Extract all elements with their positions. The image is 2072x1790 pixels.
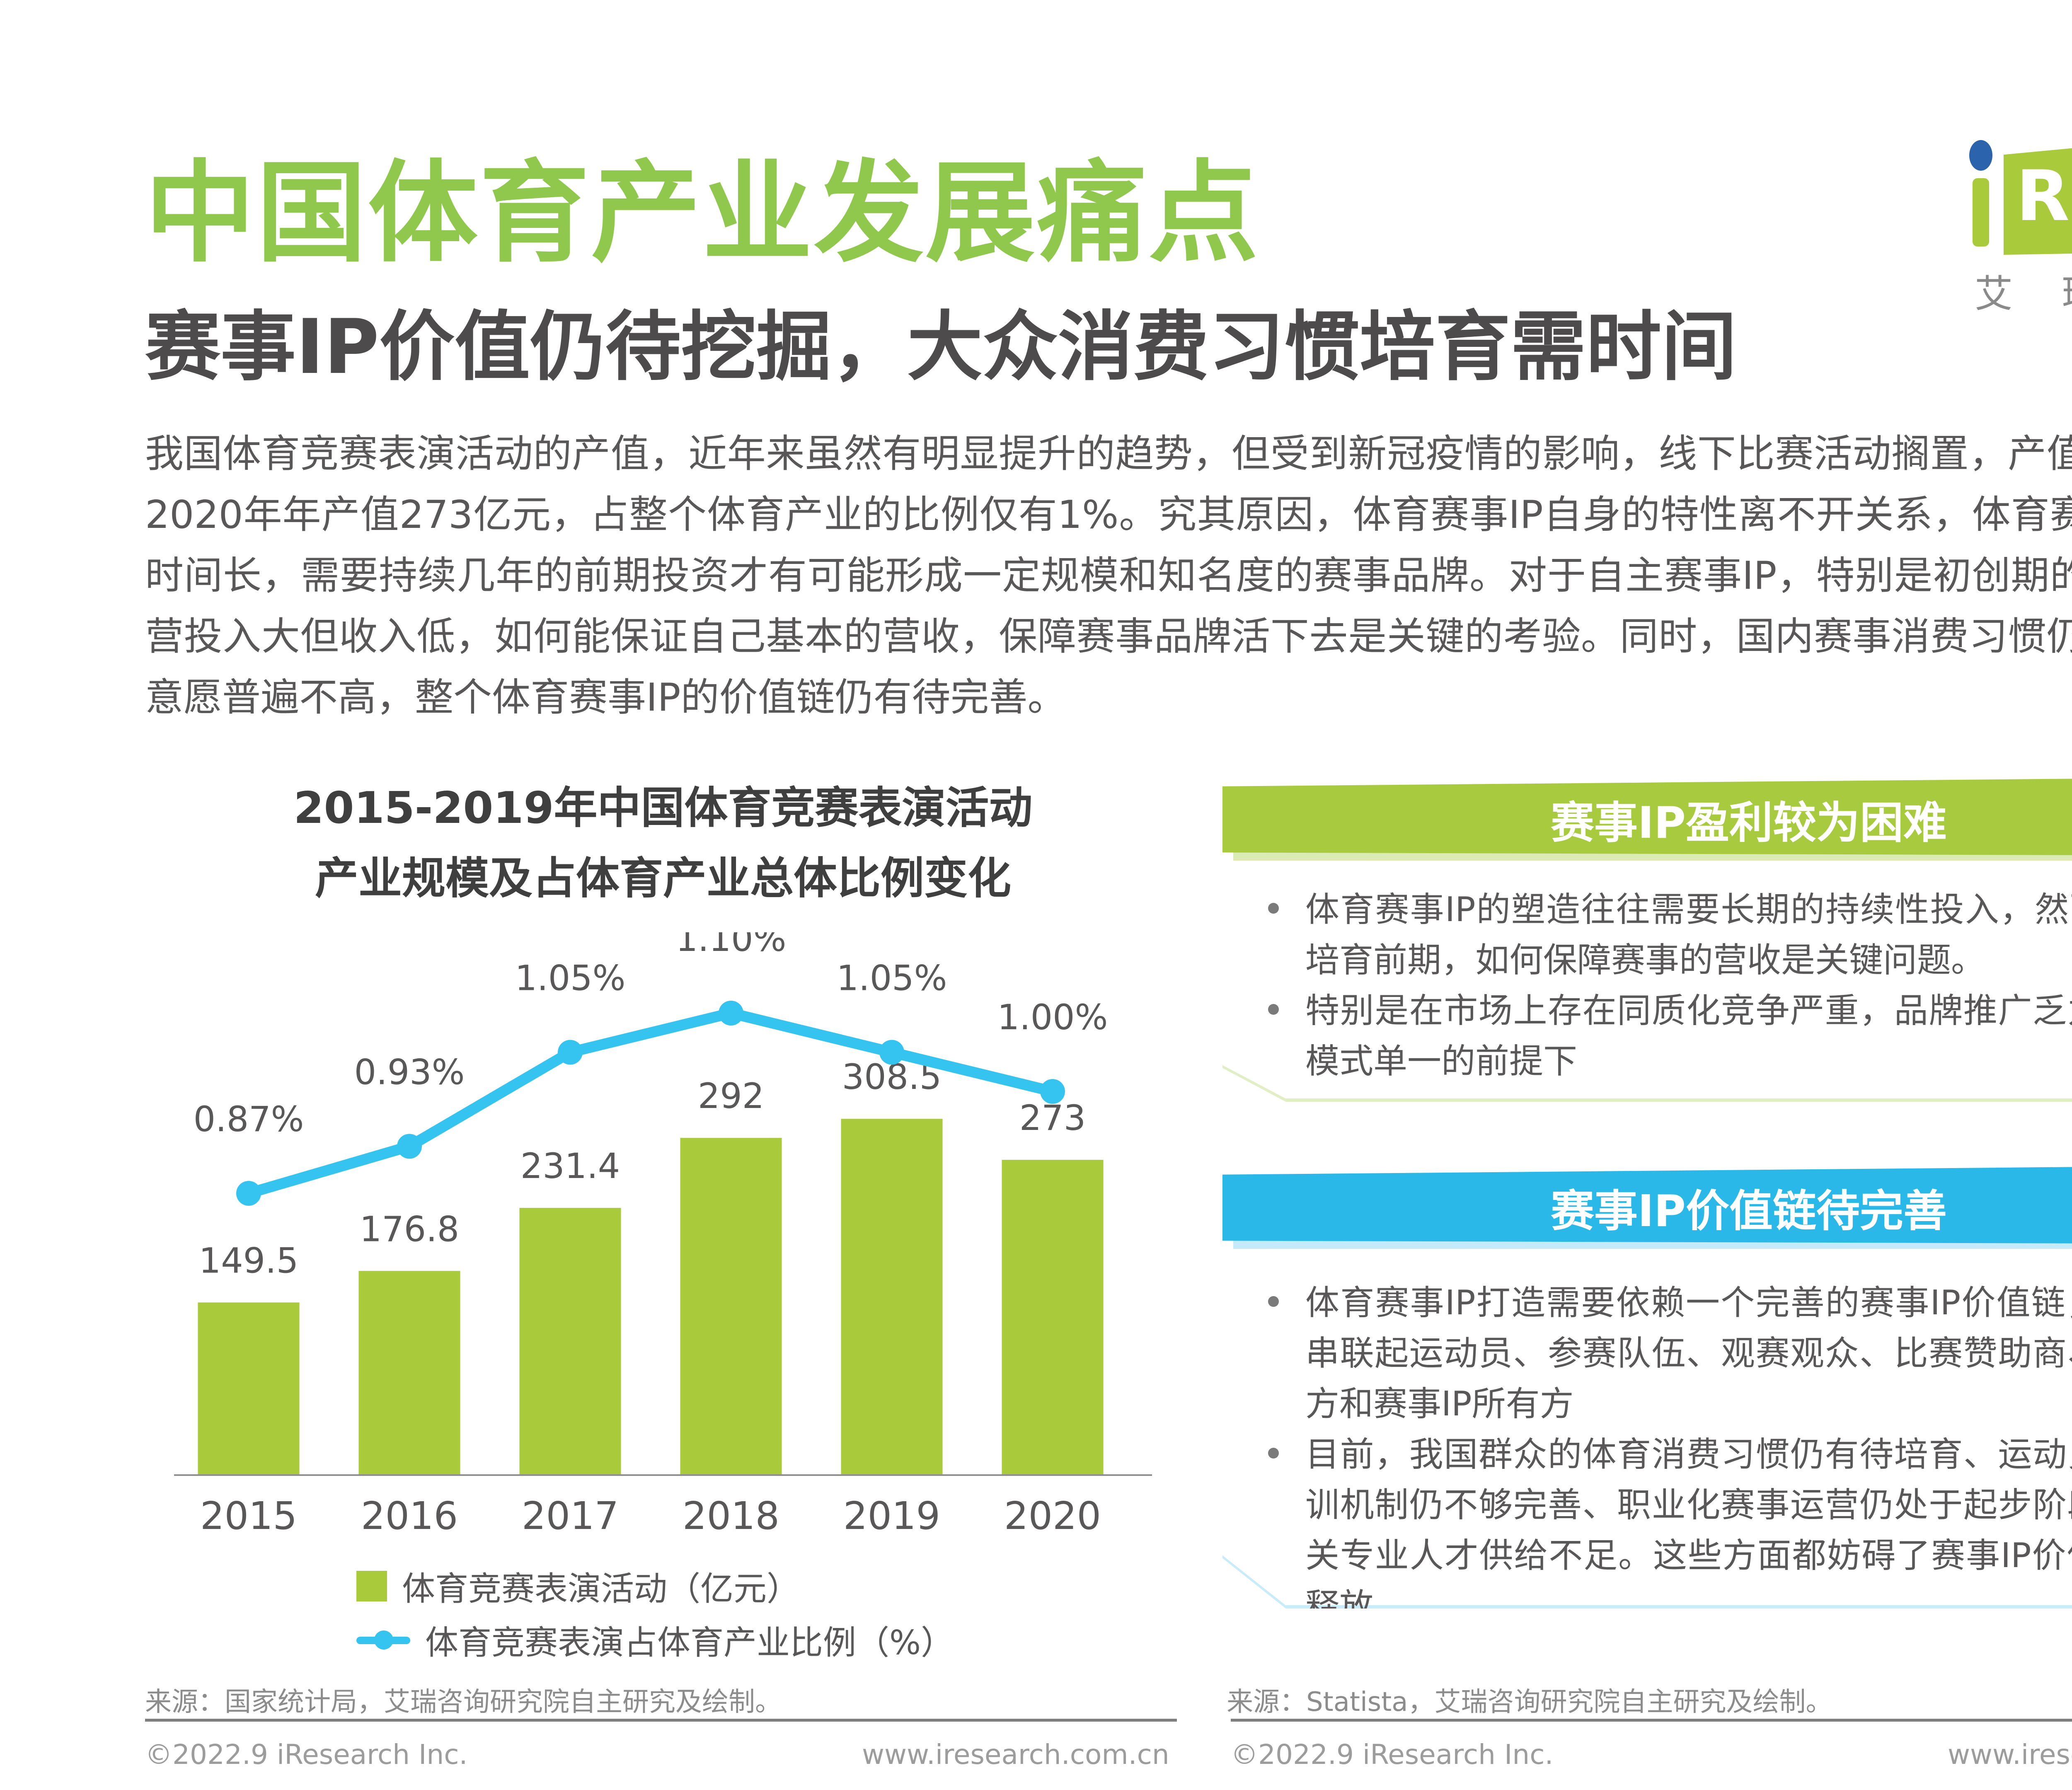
ribbon-header-green: 赛事IP盈利较为困难 — [1222, 777, 2072, 856]
svg-text:1.10%: 1.10% — [676, 932, 787, 959]
legend-line-label: 体育竞赛表演占体育产业比例（%） — [425, 1623, 954, 1662]
svg-text:0.87%: 0.87% — [194, 1099, 304, 1139]
bullet-item: 体育赛事IP的塑造往往需要长期的持续性投入，然而在赛事IP培育前期，如何保障赛事… — [1256, 885, 2072, 986]
footer-rule-left — [145, 1719, 1177, 1722]
page-title: 中国体育产业发展痛点 — [145, 150, 1260, 277]
svg-text:2020: 2020 — [1004, 1494, 1101, 1538]
svg-text:1.05%: 1.05% — [837, 958, 947, 999]
svg-text:2019: 2019 — [843, 1494, 940, 1538]
box-title: 赛事IP价值链待完善 — [1550, 1186, 1947, 1236]
svg-text:2017: 2017 — [522, 1494, 619, 1538]
footer-site-right: www.iresearch.com.cn — [1948, 1739, 2072, 1771]
box-title: 赛事IP盈利较为困难 — [1550, 798, 1947, 848]
svg-text:231.4: 231.4 — [520, 1146, 620, 1186]
footer-copyright-left: ©2022.9 iResearch Inc. — [145, 1739, 468, 1771]
logo-slab-shape: Research — [2004, 126, 2072, 255]
svg-text:1.05%: 1.05% — [515, 958, 626, 999]
chart-title: 2015-2019年中国体育竞赛表演活动 产业规模及占体育产业总体比例变化 — [145, 773, 1181, 914]
bullet-list: 体育赛事IP打造需要依赖一个完善的赛事IP价值链，通过链条串联起运动员、参赛队伍… — [1256, 1278, 2072, 1609]
svg-text:2015: 2015 — [200, 1494, 297, 1538]
footer-site-left: www.iresearch.com.cn — [862, 1739, 1169, 1771]
chart-source: 来源：国家统计局，艾瑞咨询研究院自主研究及绘制。 — [145, 1687, 782, 1717]
legend-item-line: 体育竞赛表演占体育产业比例（%） — [356, 1616, 954, 1664]
svg-text:2016: 2016 — [361, 1494, 458, 1538]
logo-i-dot-icon — [1969, 140, 1992, 171]
ribbon-header-blue: 赛事IP价值链待完善 — [1222, 1165, 2072, 1244]
legend-item-bar: 体育竞赛表演活动（亿元） — [356, 1562, 800, 1610]
line-series-marker-icon — [356, 1625, 410, 1655]
svg-text:0.93%: 0.93% — [354, 1052, 465, 1093]
bullet-item: 目前，我国群众的体育消费习惯仍有待培育、运动员选拔和培训机制仍不够完善、职业化赛… — [1256, 1430, 2072, 1609]
svg-text:149.5: 149.5 — [199, 1240, 298, 1281]
intro-paragraph: 我国体育竞赛表演活动的产值，近年来虽然有明显提升的趋势，但受到新冠疫情的影响，线… — [145, 431, 2072, 720]
footer-rule-right — [1231, 1719, 2072, 1722]
footer-copyright-right: ©2022.9 iResearch Inc. — [1231, 1739, 1554, 1771]
combo-chart: 149.52015176.82016231.420172922018308.52… — [174, 932, 1152, 1538]
svg-text:1.00%: 1.00% — [997, 997, 1108, 1038]
chart-title-line2: 产业规模及占体育产业总体比例变化 — [315, 853, 1011, 904]
page-subtitle: 赛事IP价值仍待挖掘，大众消费习惯培育需时间 — [145, 303, 1737, 391]
svg-text:273: 273 — [1019, 1098, 1086, 1138]
bullet-list: 体育赛事IP的塑造往往需要长期的持续性投入，然而在赛事IP培育前期，如何保障赛事… — [1256, 885, 2072, 1087]
box-source: 来源：Statista，艾瑞咨询研究院自主研究及绘制。 — [1227, 1687, 1832, 1717]
box-panel: 体育赛事IP的塑造往往需要长期的持续性投入，然而在赛事IP培育前期，如何保障赛事… — [1222, 861, 2072, 1102]
box-panel: 体育赛事IP打造需要依赖一个完善的赛事IP价值链，通过链条串联起运动员、参赛队伍… — [1222, 1249, 2072, 1609]
legend-bar-label: 体育竞赛表演活动（亿元） — [402, 1570, 800, 1608]
svg-text:2018: 2018 — [683, 1494, 779, 1538]
logo-brand-text: Research — [2016, 155, 2072, 237]
bar-series-swatch-icon — [356, 1571, 387, 1601]
svg-text:292: 292 — [698, 1076, 764, 1116]
bullet-item: 特别是在市场上存在同质化竞争严重，品牌推广乏力和商业化模式单一的前提下 — [1256, 986, 2072, 1087]
logo-i-stem-icon — [1973, 178, 1989, 247]
chart-title-line1: 2015-2019年中国体育竞赛表演活动 — [293, 783, 1033, 833]
iresearch-logo: Research 艾瑞咨询 — [1931, 116, 2072, 316]
logo-chinese-name: 艾瑞咨询 — [1975, 272, 2072, 316]
svg-text:176.8: 176.8 — [360, 1209, 459, 1249]
bullet-item: 体育赛事IP打造需要依赖一个完善的赛事IP价值链，通过链条串联起运动员、参赛队伍… — [1256, 1278, 2072, 1430]
